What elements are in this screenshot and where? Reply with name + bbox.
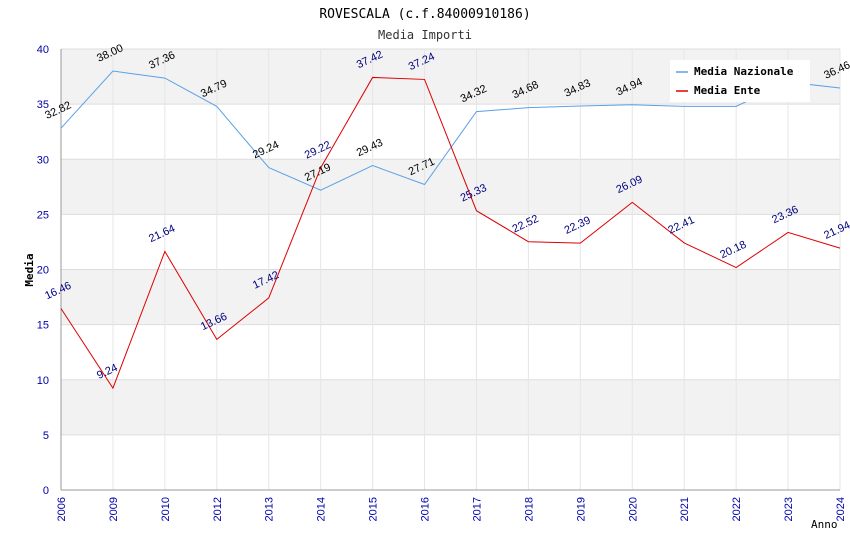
data-label: 21.64 — [147, 223, 177, 246]
x-tick-label: 2017 — [471, 497, 483, 521]
x-tick-label: 2021 — [679, 497, 691, 521]
x-tick-label: 2015 — [368, 497, 380, 521]
x-tick-label: 2012 — [212, 497, 224, 521]
y-tick-label: 0 — [43, 485, 49, 497]
axes — [60, 49, 840, 491]
x-axis-label: Anno — [811, 518, 838, 531]
data-label: 29.43 — [355, 137, 385, 160]
band — [61, 159, 840, 215]
legend: Media Nazionale Media Ente — [670, 60, 810, 102]
data-label: 22.52 — [511, 213, 541, 236]
legend-label-media-ente: Media Ente — [694, 84, 761, 97]
data-label: 22.41 — [666, 214, 696, 237]
data-label: 29.22 — [303, 139, 333, 162]
y-tick-label: 5 — [43, 430, 49, 442]
plot-background-bands — [61, 49, 840, 435]
legend-box — [670, 60, 810, 102]
x-tick-label: 2024 — [835, 497, 847, 521]
y-tick-label: 25 — [37, 209, 49, 221]
x-tick-label: 2010 — [160, 497, 172, 521]
x-tick-label: 2014 — [316, 497, 328, 521]
data-label: 22.39 — [563, 214, 593, 237]
y-tick-label: 15 — [37, 320, 49, 332]
y-tick-label: 30 — [37, 154, 49, 166]
data-label: 20.18 — [718, 239, 748, 262]
band — [61, 269, 840, 325]
y-axis-label: Media — [23, 253, 36, 286]
series-line-media-ente — [60, 76, 841, 390]
x-tick-label: 2022 — [731, 497, 743, 521]
x-tick-label: 2006 — [56, 497, 68, 521]
x-tick-label: 2009 — [108, 497, 120, 521]
series-lines — [60, 70, 841, 390]
x-tick-label: 2020 — [627, 497, 639, 521]
x-axis-ticks: 2006 2009 2010 2012 2013 2014 2015 2016 2017 2018… — [56, 497, 847, 521]
x-tick-label: 2013 — [264, 497, 276, 521]
data-label: 21.94 — [822, 219, 850, 242]
y-tick-label: 10 — [37, 375, 49, 387]
legend-label-media-nazionale: Media Nazionale — [694, 65, 794, 78]
x-tick-label: 2018 — [523, 497, 535, 521]
x-tick-label: 2016 — [420, 497, 432, 521]
chart-title: ROVESCALA (c.f.84000910186) — [319, 7, 530, 22]
data-label: 29.24 — [251, 139, 281, 162]
y-tick-label: 35 — [37, 99, 49, 111]
y-axis-ticks: 0 5 10 15 20 25 30 35 40 — [37, 44, 49, 497]
series-line-media-nazionale — [60, 70, 841, 191]
chart-subtitle: Media Importi — [378, 28, 472, 42]
x-tick-label: 2019 — [575, 497, 587, 521]
y-tick-label: 20 — [37, 265, 49, 277]
band — [61, 379, 840, 435]
x-tick-label: 2023 — [783, 497, 795, 521]
y-tick-label: 40 — [37, 44, 49, 56]
